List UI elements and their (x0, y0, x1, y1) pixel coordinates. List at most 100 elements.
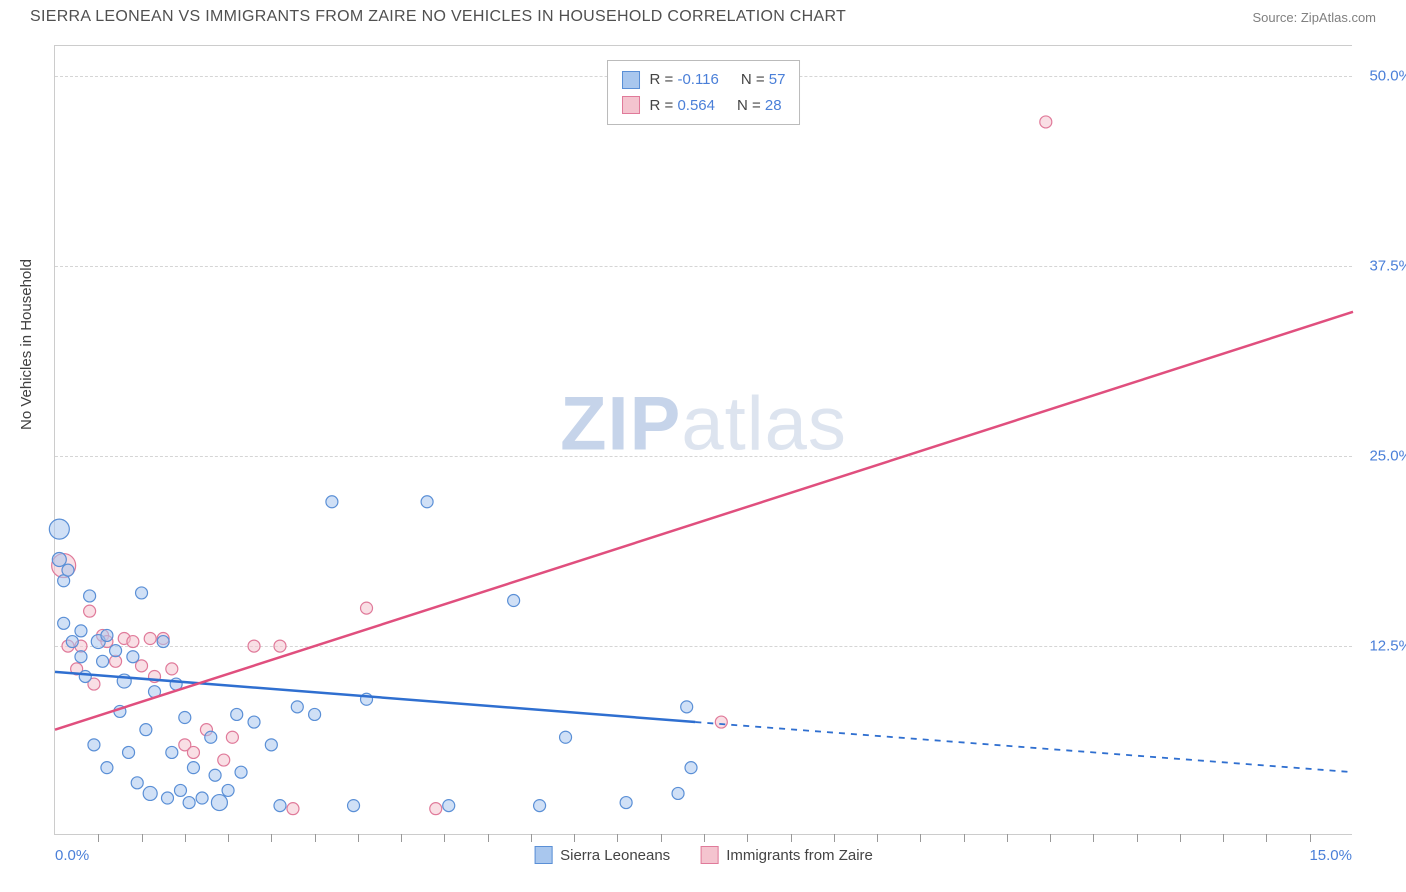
x-tick (185, 834, 186, 842)
x-tick-max: 15.0% (1309, 847, 1352, 864)
legend-swatch (622, 71, 640, 89)
x-tick (1223, 834, 1224, 842)
data-point (235, 766, 247, 778)
data-point (49, 519, 69, 539)
data-point (681, 701, 693, 713)
data-point (291, 701, 303, 713)
x-tick (1180, 834, 1181, 842)
data-point (187, 762, 199, 774)
data-point (187, 746, 199, 758)
x-tick (271, 834, 272, 842)
data-point (144, 633, 156, 645)
x-tick (1310, 834, 1311, 842)
data-point (174, 784, 186, 796)
data-point (534, 800, 546, 812)
scatter-plot (55, 46, 1352, 834)
data-point (140, 724, 152, 736)
data-point (110, 645, 122, 657)
data-point (166, 746, 178, 758)
data-point (84, 590, 96, 602)
data-point (179, 712, 191, 724)
trend-line-pink (55, 312, 1353, 730)
data-point (131, 777, 143, 789)
chart-area: ZIPatlas 12.5%25.0%37.5%50.0% R = -0.116… (54, 45, 1352, 835)
data-point (161, 792, 173, 804)
data-point (1040, 116, 1052, 128)
data-point (136, 660, 148, 672)
legend-item: Immigrants from Zaire (700, 846, 873, 864)
data-point (143, 786, 157, 800)
legend-swatch (534, 846, 552, 864)
x-tick (791, 834, 792, 842)
data-point (430, 803, 442, 815)
data-point (88, 739, 100, 751)
y-tick-label: 50.0% (1369, 68, 1406, 85)
x-tick (315, 834, 316, 842)
data-point (157, 636, 169, 648)
data-point (560, 731, 572, 743)
x-tick (1050, 834, 1051, 842)
data-point (309, 708, 321, 720)
x-tick (661, 834, 662, 842)
data-point (620, 797, 632, 809)
data-point (101, 762, 113, 774)
data-point (672, 787, 684, 799)
x-tick (531, 834, 532, 842)
data-point (97, 655, 109, 667)
x-tick (617, 834, 618, 842)
data-point (274, 800, 286, 812)
data-point (52, 553, 66, 567)
data-point (222, 784, 234, 796)
x-tick (747, 834, 748, 842)
data-point (685, 762, 697, 774)
data-point (183, 797, 195, 809)
data-point (75, 625, 87, 637)
y-axis-label: No Vehicles in Household (18, 259, 35, 430)
y-tick-label: 12.5% (1369, 638, 1406, 655)
data-point (226, 731, 238, 743)
data-point (101, 629, 113, 641)
data-point (84, 605, 96, 617)
data-point (127, 651, 139, 663)
data-point (123, 746, 135, 758)
data-point (79, 670, 91, 682)
data-point (75, 651, 87, 663)
x-tick (834, 834, 835, 842)
data-point (421, 496, 433, 508)
data-point (127, 636, 139, 648)
x-tick (964, 834, 965, 842)
data-point (62, 564, 74, 576)
y-tick-label: 37.5% (1369, 258, 1406, 275)
x-tick (704, 834, 705, 842)
x-tick (1007, 834, 1008, 842)
data-point (218, 754, 230, 766)
data-point (209, 769, 221, 781)
y-tick-label: 25.0% (1369, 448, 1406, 465)
data-point (265, 739, 277, 751)
legend-stats: R = -0.116N = 57R = 0.564N = 28 (607, 60, 801, 125)
data-point (348, 800, 360, 812)
data-point (196, 792, 208, 804)
data-point (715, 716, 727, 728)
x-tick-min: 0.0% (55, 847, 89, 864)
x-tick (488, 834, 489, 842)
source-label: Source: ZipAtlas.com (1252, 10, 1376, 25)
data-point (205, 731, 217, 743)
x-tick (920, 834, 921, 842)
legend-item: Sierra Leoneans (534, 846, 670, 864)
data-point (287, 803, 299, 815)
legend-stat-row: R = -0.116N = 57 (622, 67, 786, 93)
data-point (231, 708, 243, 720)
data-point (508, 595, 520, 607)
legend-stat-row: R = 0.564N = 28 (622, 93, 786, 119)
legend-series: Sierra Leoneans Immigrants from Zaire (534, 846, 873, 864)
data-point (326, 496, 338, 508)
x-tick (142, 834, 143, 842)
legend-swatch (622, 96, 640, 114)
data-point (248, 640, 260, 652)
x-tick (98, 834, 99, 842)
x-tick (1266, 834, 1267, 842)
data-point (248, 716, 260, 728)
x-tick (358, 834, 359, 842)
data-point (66, 636, 78, 648)
